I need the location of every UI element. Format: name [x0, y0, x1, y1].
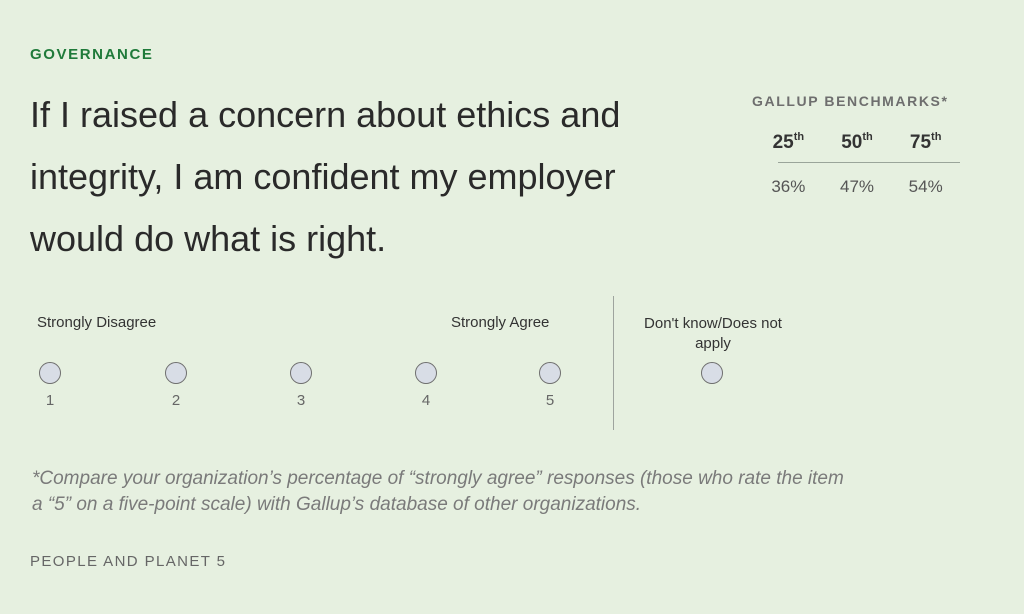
- benchmark-header-50: 50th: [841, 131, 873, 153]
- option-number-4: 4: [421, 392, 431, 409]
- option-4: 4: [406, 362, 446, 409]
- option-5: 5: [530, 362, 570, 409]
- benchmarks-panel: GALLUP BENCHMARKS* 25th 50th 75th 36% 47…: [752, 93, 966, 196]
- benchmarks-divider: [778, 162, 960, 163]
- footnote: *Compare your organization’s percentage …: [32, 468, 844, 515]
- option-number-1: 1: [45, 392, 55, 409]
- benchmark-header-25: 25th: [772, 131, 805, 153]
- benchmark-value-75: 54%: [908, 177, 943, 196]
- radio-button-dont-know[interactable]: [701, 362, 723, 384]
- radio-button-1[interactable]: [39, 362, 61, 384]
- scale-divider: [613, 296, 614, 430]
- page-footer: PEOPLE AND PLANET 5: [30, 553, 227, 570]
- strongly-agree-label: Strongly Agree: [451, 314, 550, 331]
- benchmarks-title: GALLUP BENCHMARKS*: [752, 93, 949, 109]
- radio-button-4[interactable]: [415, 362, 437, 384]
- radio-button-3[interactable]: [290, 362, 312, 384]
- benchmarks-header-row: 25th 50th 75th: [773, 131, 960, 154]
- option-dont-know: [692, 362, 732, 384]
- radio-button-5[interactable]: [539, 362, 561, 384]
- benchmark-header-75: 75th: [909, 131, 942, 153]
- option-number-3: 3: [296, 392, 306, 409]
- benchmarks-values-row: 36% 47% 54%: [771, 163, 960, 197]
- benchmark-value-50: 47%: [839, 177, 875, 196]
- option-1: 1: [30, 362, 70, 409]
- dont-know-label: Don't know/Does not apply: [644, 315, 782, 352]
- option-3: 3: [281, 362, 321, 409]
- radio-button-2[interactable]: [165, 362, 187, 384]
- option-2: 2: [156, 362, 196, 409]
- benchmark-value-25: 36%: [771, 177, 806, 196]
- strongly-disagree-label: Strongly Disagree: [37, 314, 157, 331]
- question-text: If I raised a concern about ethics and i…: [30, 94, 621, 259]
- option-number-2: 2: [171, 392, 181, 409]
- benchmarks-table: 25th 50th 75th 36% 47% 54%: [771, 131, 960, 197]
- category-label: GOVERNANCE: [30, 46, 154, 63]
- option-number-5: 5: [545, 392, 555, 409]
